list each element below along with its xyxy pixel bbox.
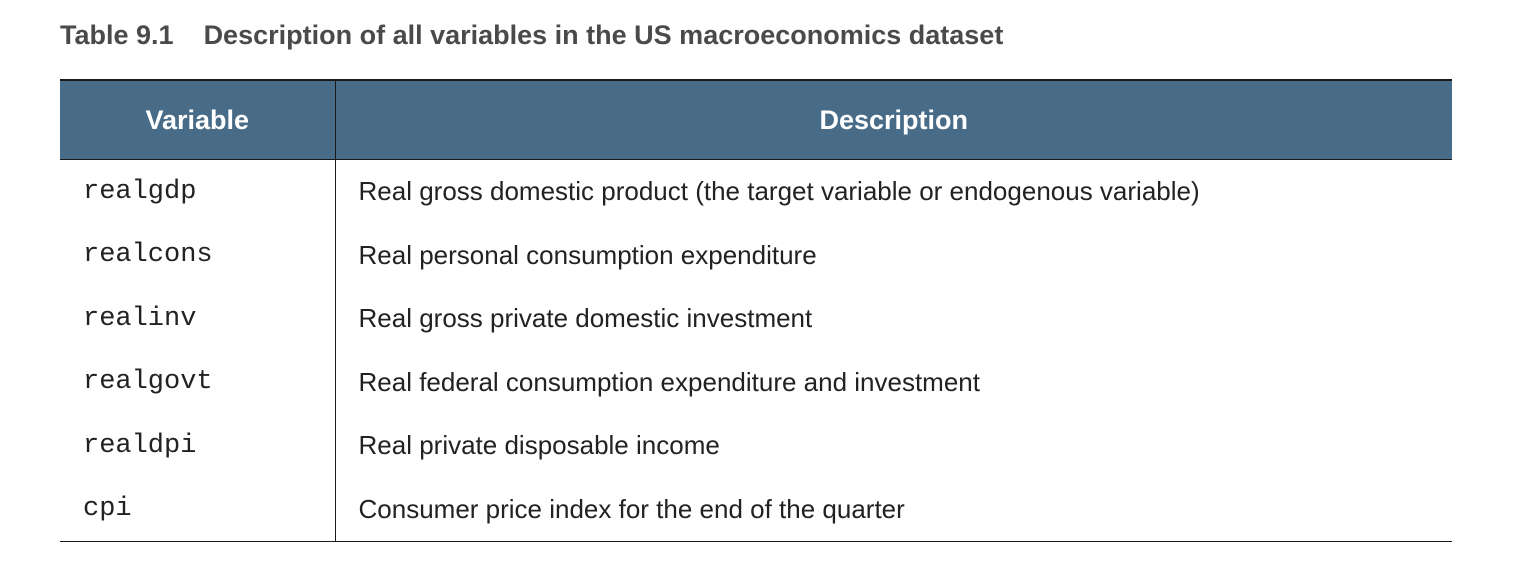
header-description: Description [335, 79, 1452, 160]
variable-cell: realcons [60, 223, 336, 287]
table-title: Description of all variables in the US m… [203, 20, 1004, 50]
variable-cell: realgovt [60, 350, 336, 414]
variable-cell: realdpi [60, 414, 336, 478]
table-row: realgovt Real federal consumption expend… [60, 350, 1452, 414]
description-cell: Real personal consumption expenditure [358, 239, 817, 270]
table-header: Variable Description [60, 79, 1452, 160]
variable-cell: cpi [60, 477, 336, 542]
description-cell: Real private disposable income [358, 430, 720, 461]
table-row: cpi Consumer price index for the end of … [60, 477, 1452, 542]
table-body: realgdp Real gross domestic product (the… [60, 159, 1452, 542]
variable-cell: realgdp [60, 159, 336, 224]
header-variable: Variable [60, 79, 336, 160]
table-row: realgdp Real gross domestic product (the… [60, 159, 1452, 224]
variable-cell: realinv [60, 287, 336, 351]
description-cell: Real gross private domestic investment [358, 303, 813, 334]
description-cell: Consumer price index for the end of the … [335, 477, 1452, 542]
table-number: Table 9.1 [60, 20, 174, 50]
table-row: realdpi Real private disposable income [60, 414, 1452, 478]
table-row: realinv Real gross private domestic inve… [60, 287, 1452, 351]
header-row: Variable Description [60, 79, 1452, 160]
description-cell: Real federal consumption expenditure and… [358, 366, 981, 397]
description-cell: Real gross domestic product (the target … [358, 176, 1200, 207]
table-caption: Table 9.1 Description of all variables in… [60, 20, 1003, 51]
variables-table: Variable Description realgdp Real gross … [60, 79, 1452, 542]
table-row: realcons Real personal consumption expen… [60, 223, 1452, 287]
